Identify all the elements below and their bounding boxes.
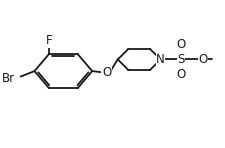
Text: F: F xyxy=(45,34,52,47)
Text: Br: Br xyxy=(2,72,15,85)
Text: O: O xyxy=(102,66,111,79)
Text: S: S xyxy=(176,53,184,66)
Text: O: O xyxy=(176,38,185,51)
Text: N: N xyxy=(155,53,164,66)
Text: O: O xyxy=(197,53,207,66)
Text: O: O xyxy=(176,68,185,81)
